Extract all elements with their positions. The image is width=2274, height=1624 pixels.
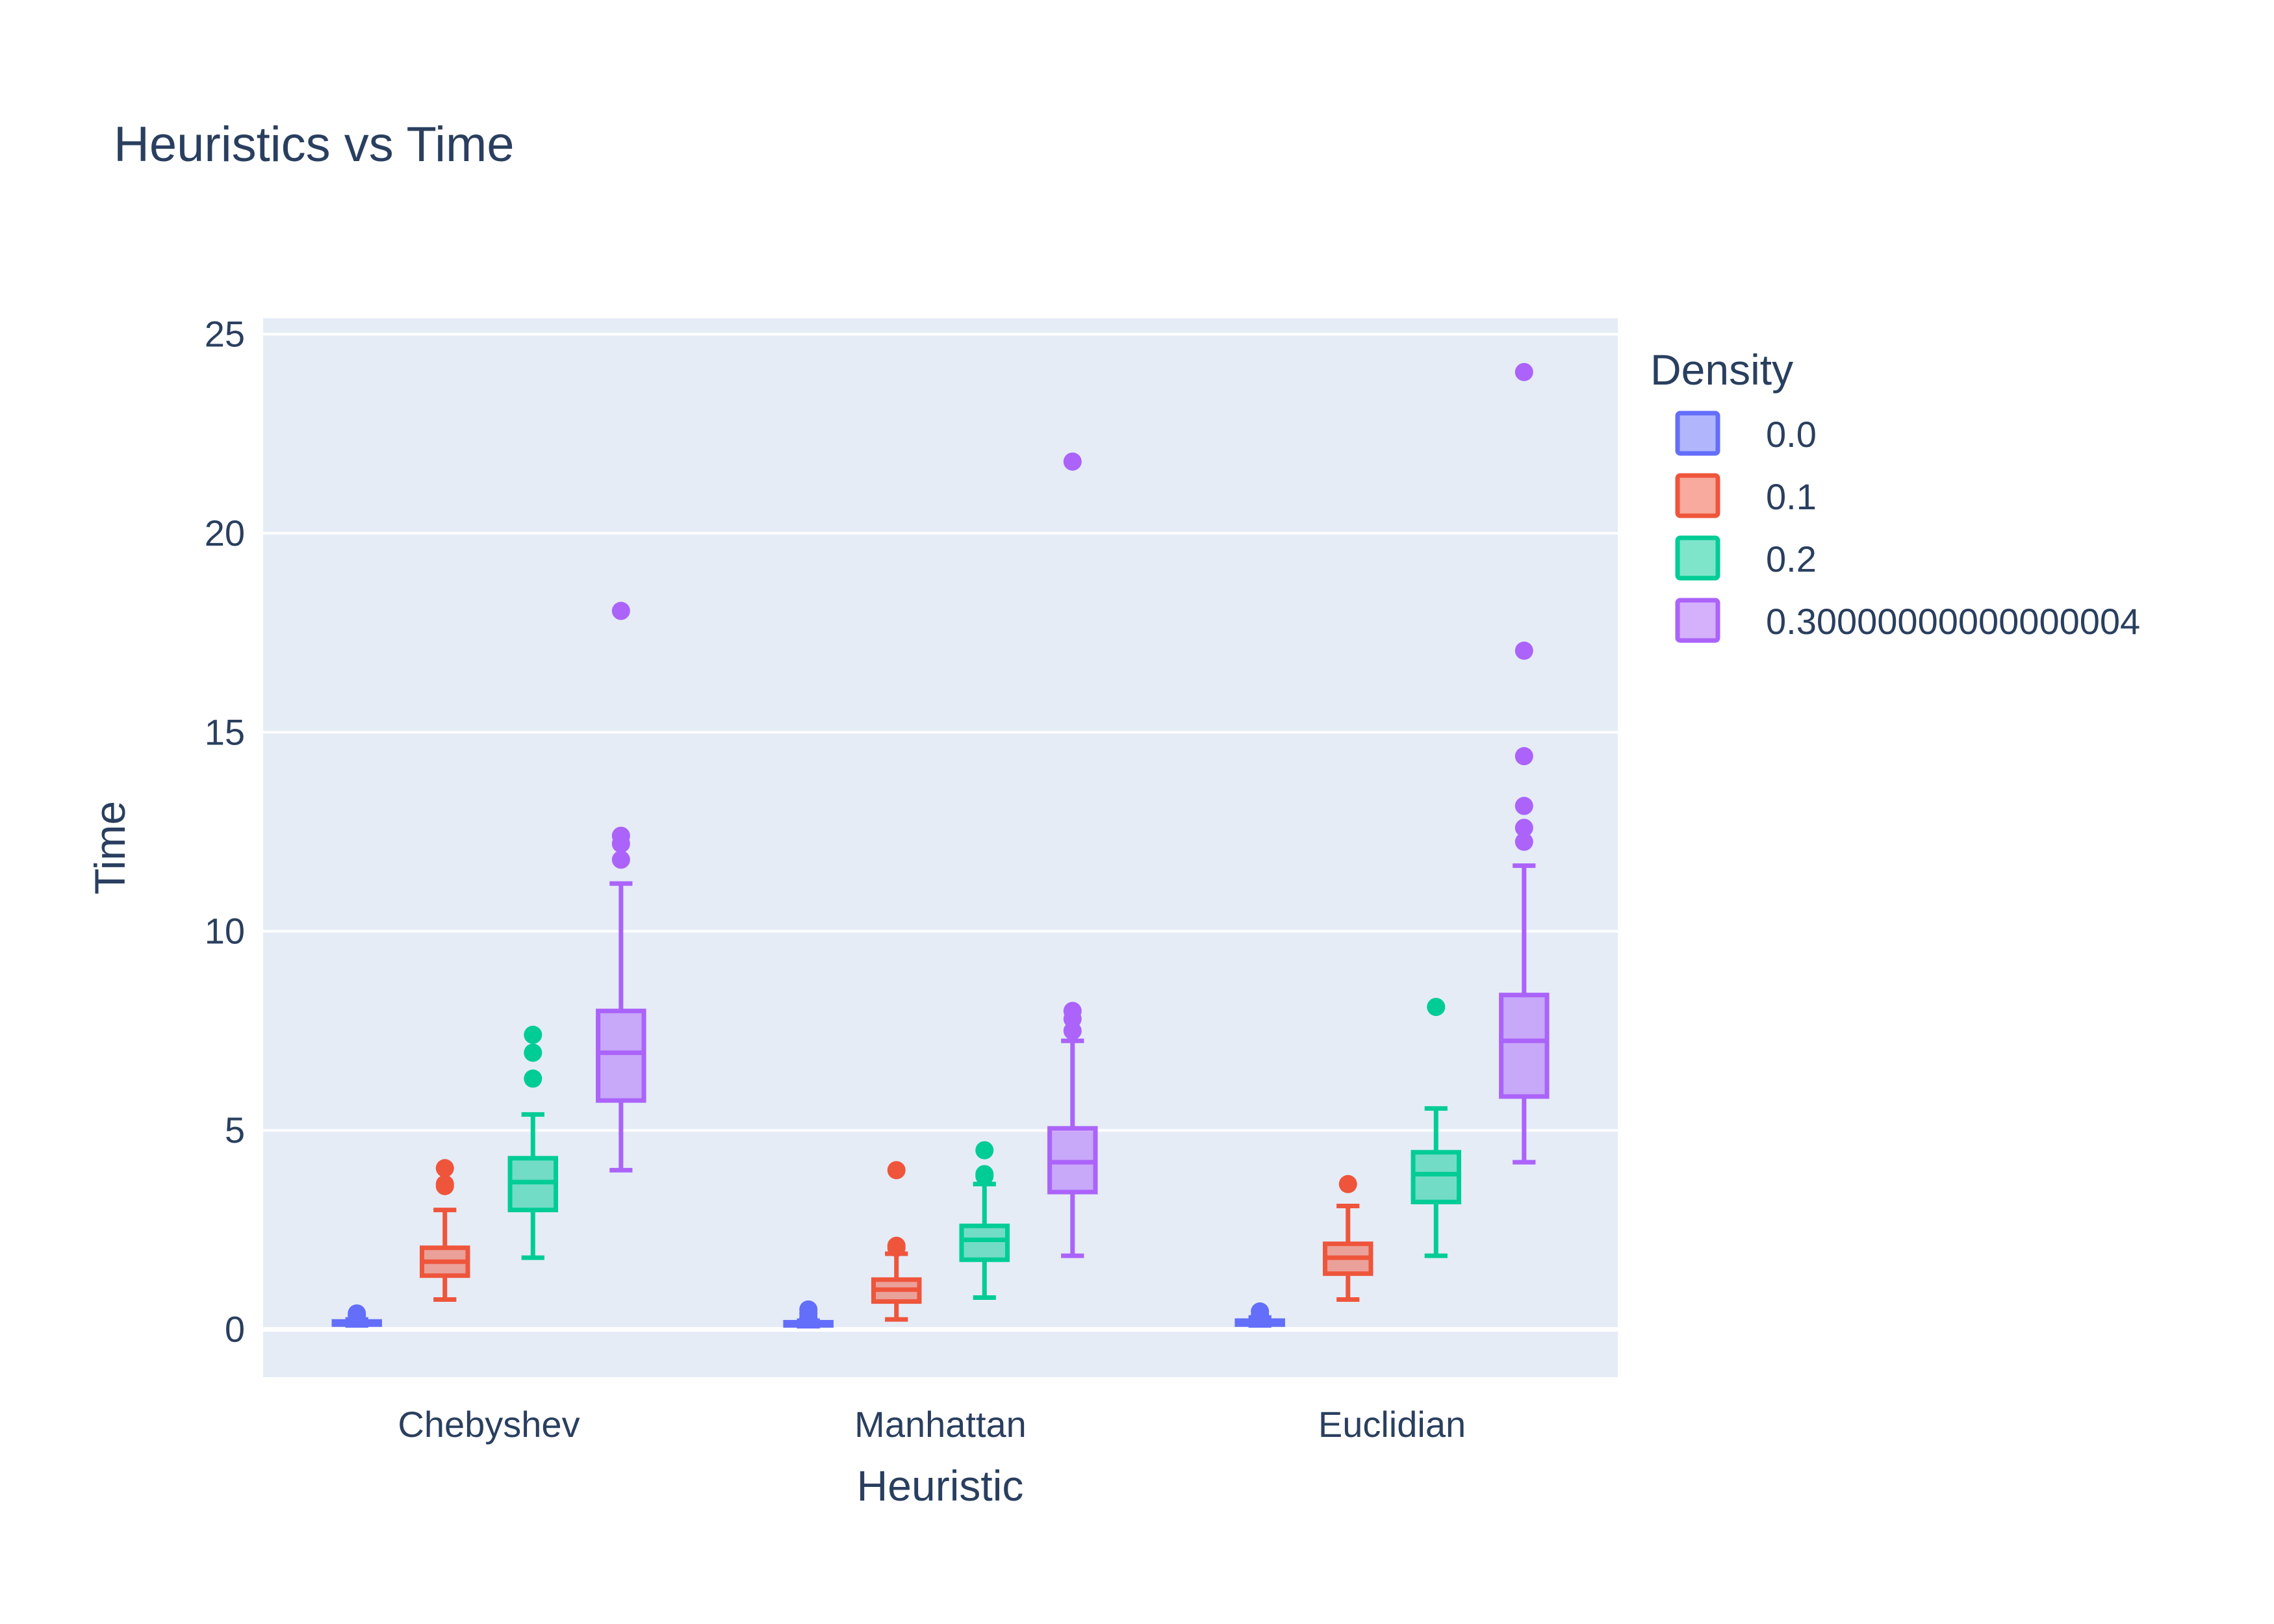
y-tick-label: 25 — [205, 314, 245, 355]
y-tick-label: 15 — [205, 711, 245, 752]
x-tick-label: Manhattan — [854, 1404, 1027, 1445]
legend-label: 0.1 — [1766, 476, 1817, 517]
outlier-point — [1063, 452, 1082, 471]
outlier-point — [435, 1159, 454, 1178]
box-iqr — [1499, 993, 1550, 1099]
legend-swatch — [1675, 535, 1720, 581]
outlier-point — [975, 1141, 994, 1160]
legend-item-0.30000000000000004[interactable]: 0.30000000000000004 — [1675, 598, 2140, 643]
box-series-0.2 — [507, 998, 1461, 1300]
outlier-point — [799, 1300, 818, 1319]
outlier-point — [1514, 796, 1533, 815]
box-traces — [331, 362, 1550, 1329]
box-series-0.0 — [331, 1300, 1285, 1329]
legend-swatch — [1675, 473, 1720, 518]
outlier-point — [611, 850, 630, 869]
gridlines — [263, 333, 1618, 1332]
outlier-point — [435, 1174, 454, 1193]
axes: 0 5 10 15 20 25 Chebyshev Manhattan Euclidian — [205, 314, 1466, 1445]
outlier-point — [524, 1043, 543, 1062]
outlier-point — [1251, 1302, 1270, 1321]
outlier-point — [975, 1165, 994, 1184]
legend-item-0.2[interactable]: 0.2 — [1675, 535, 1817, 581]
x-axis-title: Heuristic — [857, 1462, 1024, 1510]
legend-label: 0.2 — [1766, 539, 1817, 579]
legend-label: 0.0 — [1766, 414, 1817, 455]
outlier-point — [1514, 747, 1533, 766]
legend[interactable]: Density 0.0 0.1 0.2 0.30000000000000004 — [1650, 346, 2140, 643]
outlier-point — [348, 1304, 366, 1323]
outlier-point — [1514, 641, 1533, 660]
box-iqr — [596, 1008, 646, 1103]
outlier-point — [1338, 1174, 1357, 1193]
outlier-point — [611, 602, 630, 620]
x-tick-label: Euclidian — [1318, 1404, 1466, 1445]
outlier-point — [611, 826, 630, 845]
y-tick-label: 20 — [205, 513, 245, 553]
outlier-point — [887, 1161, 906, 1180]
legend-swatch — [1675, 411, 1720, 456]
box-iqr — [1411, 1150, 1461, 1204]
chart-title: Heuristics vs Time — [114, 117, 515, 172]
outlier-point — [1427, 998, 1446, 1017]
legend-title: Density — [1650, 346, 1793, 394]
y-tick-label: 5 — [225, 1110, 245, 1150]
x-tick-label: Chebyshev — [398, 1404, 580, 1445]
y-axis-title: Time — [86, 801, 134, 894]
y-tick-label: 10 — [205, 911, 245, 952]
outlier-point — [1063, 1002, 1082, 1021]
plot-area — [263, 318, 1618, 1377]
legend-swatch — [1675, 598, 1720, 643]
outlier-point — [524, 1069, 543, 1088]
outlier-point — [1514, 818, 1533, 837]
legend-item-0.0[interactable]: 0.0 — [1675, 411, 1817, 456]
outlier-point — [1514, 832, 1533, 851]
outlier-point — [524, 1026, 543, 1045]
box-series-0.30000000000000004 — [596, 362, 1550, 1258]
y-tick-label: 0 — [225, 1308, 245, 1349]
legend-label: 0.30000000000000004 — [1766, 601, 2140, 642]
outlier-point — [1514, 362, 1533, 381]
box-series-0.1 — [420, 1159, 1373, 1322]
outlier-point — [887, 1236, 906, 1255]
box-iqr — [959, 1223, 1010, 1262]
legend-item-0.1[interactable]: 0.1 — [1675, 473, 1817, 518]
